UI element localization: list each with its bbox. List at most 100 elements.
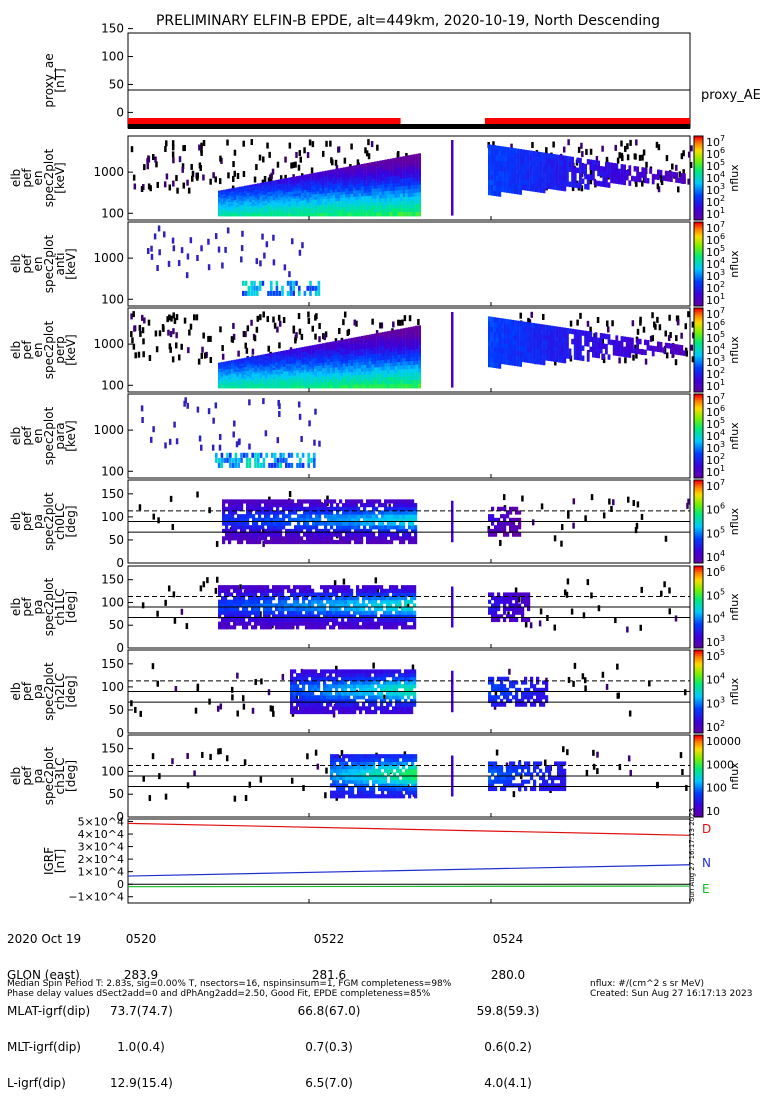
spectrogram-cell xyxy=(488,332,491,337)
spectrogram-cell xyxy=(397,355,400,359)
spectrogram-cell xyxy=(327,213,330,216)
spectrogram-cell xyxy=(491,507,494,511)
spectrogram-cell xyxy=(641,155,644,161)
spectrogram-cell xyxy=(496,333,499,338)
spectrogram-cell xyxy=(212,172,215,178)
ytick-label: 100 xyxy=(101,464,124,478)
spectrogram-cell xyxy=(279,533,282,537)
spectrogram-cell xyxy=(296,213,299,216)
spectrogram-cell xyxy=(605,334,608,339)
spectrogram-cell xyxy=(498,166,501,171)
spectrogram-cell xyxy=(540,344,543,349)
spectrogram-cell xyxy=(299,213,302,216)
spectrogram-cell xyxy=(364,213,367,217)
spectrogram-cell xyxy=(255,533,258,537)
spectrogram-cell xyxy=(576,340,579,345)
spectrogram-cell xyxy=(405,510,408,514)
spectrogram-cell xyxy=(579,340,582,345)
spectrogram-cell xyxy=(249,499,252,503)
spectrogram-cell xyxy=(493,352,496,357)
spectrogram-cell xyxy=(491,533,494,537)
spectrogram-cell xyxy=(514,340,517,345)
spectrogram-cell xyxy=(303,507,306,511)
spectrogram-cell xyxy=(413,334,416,338)
spectrogram-cell xyxy=(231,507,234,511)
spectrogram-cell xyxy=(576,345,579,350)
spectrogram-cell xyxy=(623,347,626,352)
spectrogram-cell xyxy=(255,540,258,544)
spectrogram-cell xyxy=(357,540,360,544)
spectrogram-cell xyxy=(142,327,145,333)
spectrogram-cell xyxy=(333,514,336,518)
spectrogram-cell xyxy=(252,522,255,526)
spectrogram-cell xyxy=(571,172,574,177)
spectrogram-cell xyxy=(267,522,270,526)
spectrogram-cell xyxy=(360,499,363,503)
spectrogram-cell xyxy=(392,366,395,370)
spectrogram-cell xyxy=(288,507,291,511)
spectrogram-cell xyxy=(416,380,419,384)
spectrogram-cell xyxy=(410,369,413,373)
spectrogram-cell xyxy=(395,366,398,370)
spectrogram-cell xyxy=(579,335,582,340)
spectrogram-cell xyxy=(333,533,336,537)
ytick-label: 100 xyxy=(101,206,124,220)
spectrogram-cell xyxy=(612,499,615,505)
spectrogram-cell xyxy=(173,422,176,428)
spectrogram-cell xyxy=(285,533,288,537)
spectrogram-cell xyxy=(579,168,582,173)
spectrogram-cell xyxy=(232,458,235,463)
spectrogram-cell xyxy=(174,318,177,324)
spectrogram-cell xyxy=(491,175,494,180)
panel-ylabel-line: [deg] xyxy=(64,506,78,538)
spectrogram-cell xyxy=(597,161,600,166)
spectrogram-cell xyxy=(405,174,408,178)
spectrogram-cell xyxy=(400,190,403,194)
spectrogram-cell xyxy=(377,192,380,196)
spectrogram-cell xyxy=(253,281,256,286)
spectrogram-cell xyxy=(222,522,225,526)
spectrogram-cell xyxy=(159,330,162,336)
spectrogram-cell xyxy=(382,339,385,343)
spectrogram-cell xyxy=(281,286,284,291)
spectrogram-cell xyxy=(395,355,398,359)
spectrogram-cell xyxy=(222,507,225,511)
spectrogram-cell xyxy=(493,357,496,362)
spectrogram-cell xyxy=(379,364,382,368)
spectrogram-cell xyxy=(522,180,525,185)
spectrogram-cell xyxy=(561,524,564,530)
spectrogram-cell xyxy=(134,352,137,358)
spectrogram-cell xyxy=(501,161,504,166)
spectrogram-cell xyxy=(395,359,398,363)
spectrogram-cell xyxy=(363,525,366,529)
spectrogram-cell xyxy=(321,540,324,544)
spectrogram-cell xyxy=(543,188,546,193)
ytick-label: 1000 xyxy=(93,165,124,179)
spectrogram-cell xyxy=(382,374,385,378)
spectrogram-cell xyxy=(493,180,496,185)
spectrogram-cell xyxy=(319,385,322,388)
spectrogram-cell xyxy=(535,354,538,359)
spectrogram-cell xyxy=(261,536,264,540)
spectrogram-cell xyxy=(399,536,402,540)
spectrogram-cell xyxy=(403,354,406,358)
spectrogram-cell xyxy=(532,328,535,333)
spectrogram-cell xyxy=(524,165,527,170)
spectrogram-cell xyxy=(250,286,253,291)
spectrogram-cell xyxy=(254,214,257,217)
spectrogram-cell xyxy=(264,536,267,540)
spectrogram-cell xyxy=(519,164,522,169)
spectrogram-cell xyxy=(172,181,175,187)
spectrogram-cell xyxy=(358,213,361,217)
spectrogram-cell xyxy=(488,342,491,347)
spectrogram-cell xyxy=(151,254,154,260)
spectrogram-cell xyxy=(240,536,243,540)
spectrogram-cell xyxy=(405,193,408,197)
spectrogram-cell xyxy=(416,193,419,197)
spectrogram-cell xyxy=(591,494,594,500)
spectrogram-cell xyxy=(532,358,535,363)
spectrogram-cell xyxy=(493,145,496,150)
spectrogram-cell xyxy=(498,181,501,186)
spectrogram-cell xyxy=(379,202,382,206)
spectrogram-cell xyxy=(215,588,218,594)
